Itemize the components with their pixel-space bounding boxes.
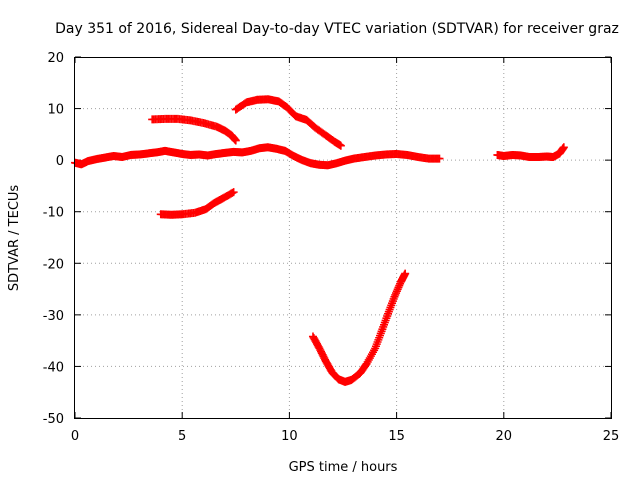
x-tick-label: 5 (178, 429, 186, 444)
data-point (336, 141, 345, 150)
x-tick-label: 0 (71, 429, 79, 444)
series-upper-arc-right (231, 95, 345, 150)
x-tick-label: 25 (603, 429, 620, 444)
data-point (229, 188, 238, 197)
series-upper-arc-left (148, 114, 240, 145)
axis-ticks: 0 5 10 15 20 25 -50 -40 -30 -20 -10 0 10 20 (43, 51, 620, 444)
series-deep-dip (308, 269, 410, 386)
y-axis-label: SDTVAR / TECUs (7, 185, 22, 292)
y-tick-label: -40 (43, 360, 64, 375)
y-tick-label: 10 (47, 103, 64, 118)
y-tick-label: -50 (43, 412, 64, 427)
series-late-segment (493, 143, 568, 162)
plot-frame (74, 57, 612, 419)
y-tick-label: 20 (47, 51, 64, 66)
x-axis-label: GPS time / hours (289, 460, 398, 475)
y-tick-label: 0 (56, 154, 64, 169)
chart-title: Day 351 of 2016, Sidereal Day-to-day VTE… (55, 21, 619, 37)
data-point (401, 269, 410, 278)
y-tick-label: -10 (43, 206, 64, 221)
series-main-band (71, 143, 444, 170)
data-point (559, 143, 568, 152)
x-tick-label: 20 (496, 429, 513, 444)
data-markers (71, 95, 568, 386)
y-tick-label: -30 (43, 309, 64, 324)
series-lower-arc (156, 188, 238, 219)
x-tick-label: 10 (281, 429, 298, 444)
data-point (231, 136, 240, 145)
y-tick-label: -20 (43, 257, 64, 272)
grid-lines (75, 57, 611, 418)
data-point (435, 154, 444, 163)
x-tick-label: 15 (388, 429, 405, 444)
